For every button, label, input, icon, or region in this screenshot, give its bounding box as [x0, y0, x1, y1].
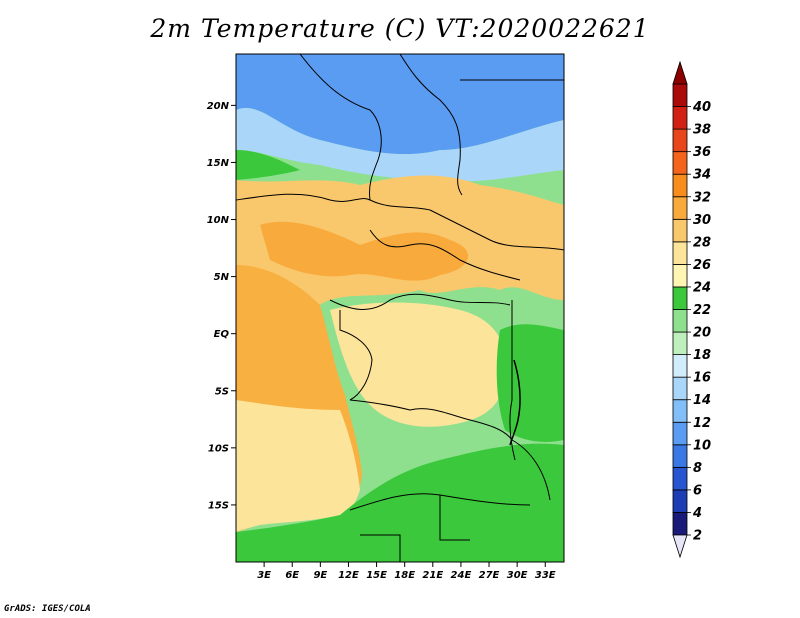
border-line [399, 54, 463, 196]
colorbar-label: 40 [692, 100, 711, 115]
x-tick-label: 33E [535, 570, 556, 581]
x-tick-label: 27E [479, 570, 500, 581]
colorbar-label: 38 [693, 123, 711, 138]
colorbar-label: 8 [693, 461, 702, 476]
colorbar-label: 14 [693, 393, 711, 408]
x-tick-label: 18E [394, 570, 415, 581]
field-sahel-band [236, 107, 564, 182]
map-frame [235, 53, 565, 563]
border-line [339, 310, 373, 401]
y-tick-label: 5N [214, 272, 230, 283]
x-tick-label: 6E [285, 570, 299, 581]
border-line [369, 229, 521, 281]
y-tick-label: 10N [207, 215, 230, 226]
colorbar-segment [672, 354, 688, 378]
colorbar-label: 32 [693, 190, 711, 205]
colorbar-segment [672, 106, 688, 130]
colorbar-segment [672, 466, 688, 491]
border-line [329, 293, 511, 310]
colorbar-label: 22 [693, 303, 711, 318]
x-tick-label: 21E [422, 570, 443, 581]
y-axis: 20N 15N 10N 5N EQ 5S 10S 15S [207, 101, 236, 511]
colorbar-segment [672, 83, 688, 107]
border-line [236, 193, 431, 211]
colorbar-label: 12 [693, 416, 711, 431]
field-sahara [236, 54, 564, 155]
border-line [349, 399, 513, 441]
colorbar-segment [672, 218, 688, 243]
y-tick-label: 10S [208, 443, 229, 454]
colorbar-label: 6 [693, 483, 702, 498]
border-line [509, 300, 516, 461]
colorbar-segment [672, 512, 688, 536]
colorbar-segment [672, 399, 688, 423]
colorbar-over-arrow [672, 60, 688, 85]
colorbar-segment [672, 173, 688, 198]
colorbar-label: 4 [692, 506, 702, 521]
colorbar-segment [672, 151, 688, 175]
colorbar-segment [672, 263, 688, 288]
colorbar-label: 34 [693, 168, 711, 183]
y-tick-label: 15S [208, 500, 229, 511]
temperature-field [236, 54, 564, 562]
field-forest [330, 302, 507, 427]
colorbar-label: 20 [693, 326, 711, 341]
x-tick-label: 12E [338, 570, 359, 581]
map-title: 2m Temperature (C) VT:2020022621 [150, 14, 650, 43]
y-tick-label: 20N [207, 101, 230, 112]
colorbar-segment [672, 128, 688, 153]
colorbar-segment [672, 421, 688, 446]
colorbar-segment [672, 376, 688, 401]
x-tick-label: 3E [257, 570, 271, 581]
x-tick-label: 30E [507, 570, 528, 581]
colorbar-segment [672, 489, 688, 513]
colorbar-label: 36 [693, 145, 711, 160]
lake-tanganyika-outline [509, 359, 521, 446]
border-line [429, 209, 564, 251]
field-east-green [496, 324, 564, 442]
colorbar-label: 2 [693, 529, 702, 544]
colorbar-label: 24 [693, 280, 711, 295]
border-line [299, 54, 382, 201]
y-tick-label: 5S [215, 386, 229, 397]
country-borders [236, 54, 564, 562]
field-south-green [236, 443, 564, 562]
colorbar-segment [672, 444, 688, 468]
colorbar-segment [672, 196, 688, 220]
field-west-green [236, 150, 300, 180]
colorbar-under-arrow [672, 534, 688, 559]
colorbar-label: 30 [693, 213, 711, 228]
colorbar-segment [672, 286, 688, 310]
field-hot-core [260, 221, 469, 281]
x-tick-label: 15E [366, 570, 387, 581]
x-tick-label: 9E [313, 570, 327, 581]
y-tick-label: EQ [214, 329, 230, 340]
border-line [360, 534, 401, 562]
colorbar-label: 16 [693, 371, 711, 386]
colorbar-label: 28 [693, 235, 711, 250]
colorbar-segment [672, 331, 688, 355]
colorbar-segment [672, 309, 688, 333]
colorbar-segment [672, 241, 688, 265]
x-axis: 3E 6E 9E 12E 15E 18E 21E 24E 27E 30E 33E [257, 562, 556, 581]
grads-credit: GrADS: IGES/COLA [4, 604, 91, 614]
colorbar-label: 26 [693, 258, 711, 273]
x-tick-label: 24E [451, 570, 472, 581]
border-line [511, 439, 551, 501]
y-tick-label: 15N [207, 158, 230, 169]
colorbar-label: 18 [693, 348, 711, 363]
field-ocean-south [236, 400, 360, 532]
border-line [439, 495, 470, 541]
colorbar-label: 10 [693, 438, 711, 453]
